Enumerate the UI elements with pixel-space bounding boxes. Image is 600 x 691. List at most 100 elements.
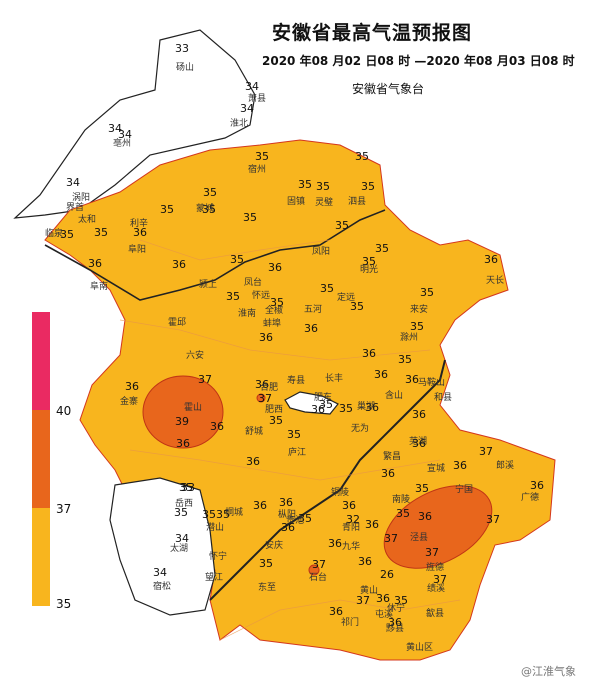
temp-value-north_outside: 34 bbox=[240, 102, 254, 115]
place-name-central: 定远 bbox=[337, 291, 355, 303]
place-name-north: 固镇 bbox=[287, 195, 305, 207]
north-outside-region bbox=[13, 29, 256, 219]
place-name-north: 阜南 bbox=[90, 280, 108, 292]
temp-value-central: 36 bbox=[255, 378, 269, 391]
temp-value-north_outside: 33 bbox=[175, 42, 189, 55]
hot-spot-hefei bbox=[256, 393, 266, 403]
place-name-south: 黄山 bbox=[360, 584, 378, 596]
watermark: @江淮气象 bbox=[521, 665, 576, 678]
temp-value-central: 36 bbox=[210, 420, 224, 433]
temp-value-north_outside: 34 bbox=[118, 128, 132, 141]
temp-value-north: 35 bbox=[202, 203, 216, 216]
temp-value-hotspot: 37 bbox=[425, 546, 439, 559]
temp-value-north: 35 bbox=[420, 286, 434, 299]
temp-value-south: 35 bbox=[179, 481, 193, 494]
place-name-south: 桐城 bbox=[225, 506, 243, 518]
temp-value-north: 36 bbox=[88, 257, 102, 270]
place-name-south: 宣城 bbox=[427, 462, 445, 474]
temp-value-north: 35 bbox=[362, 255, 376, 268]
temp-value-north: 35 bbox=[230, 253, 244, 266]
place-name-north: 怀远 bbox=[252, 289, 270, 301]
place-name-south: 安庆 bbox=[265, 539, 283, 551]
place-name-south: 歙县 bbox=[426, 607, 444, 619]
temp-value-south: 36 bbox=[418, 510, 432, 523]
temp-value-south: 35 bbox=[298, 512, 312, 525]
place-name-central: 无为 bbox=[351, 422, 369, 434]
temp-value-south: 36 bbox=[388, 616, 402, 629]
temp-value-north_outside: 34 bbox=[66, 176, 80, 189]
place-name-south: 宁国 bbox=[455, 483, 473, 495]
temp-value-south: 37 bbox=[356, 594, 370, 607]
temp-value-central: 35 bbox=[287, 428, 301, 441]
temp-value-central: 36 bbox=[246, 455, 260, 468]
temp-value-central: 35 bbox=[339, 402, 353, 415]
temp-value-north: 35 bbox=[270, 296, 284, 309]
place-name-south: 休宁 bbox=[387, 602, 405, 614]
map-agency: 安徽省气象台 bbox=[352, 82, 425, 96]
temp-value-south: 37 bbox=[312, 558, 326, 571]
place-name-south: 怀宁 bbox=[209, 550, 227, 562]
place-name-north: 涡阳 bbox=[72, 192, 90, 203]
hot-spot-shitai bbox=[308, 564, 320, 576]
place-name-south: 宿松 bbox=[153, 580, 171, 592]
place-name-north: 淮北 bbox=[230, 118, 248, 129]
temp-value-south: 36 bbox=[253, 499, 267, 512]
temp-value-north: 35 bbox=[160, 203, 174, 216]
temp-value-central: 36 bbox=[311, 403, 325, 416]
temp-value-central: 35 bbox=[319, 398, 333, 411]
place-name-central: 来安 bbox=[410, 303, 428, 315]
temp-value-central: 36 bbox=[259, 331, 273, 344]
hot-zone-southeast bbox=[383, 485, 493, 569]
temp-value-north: 35 bbox=[203, 186, 217, 199]
temp-value-north: 35 bbox=[243, 211, 257, 224]
temp-value-south: 35 bbox=[202, 508, 216, 521]
temp-value-north: 35 bbox=[298, 178, 312, 191]
place-name-south: 黟县 bbox=[386, 623, 404, 634]
place-name-south: 南陵 bbox=[392, 493, 410, 505]
temp-value-south: 35 bbox=[394, 594, 408, 607]
temp-value-north_outside: 34 bbox=[108, 122, 122, 135]
place-name-central: 全椒 bbox=[265, 304, 283, 316]
place-name-north: 临泉 bbox=[45, 227, 63, 239]
temp-value-south: 35 bbox=[259, 557, 273, 570]
temp-value-hotspot: 39 bbox=[175, 415, 189, 428]
legend-swatch-40 bbox=[32, 312, 50, 410]
place-name-central: 含山 bbox=[385, 389, 403, 401]
place-name-central: 肥东 bbox=[314, 391, 332, 403]
temp-value-southwest_outside: 34 bbox=[175, 532, 189, 545]
place-name-north: 明光 bbox=[360, 263, 378, 275]
place-name-south: 石台 bbox=[309, 571, 327, 583]
temp-value-south: 36 bbox=[530, 479, 544, 492]
temp-value-south: 35 bbox=[174, 506, 188, 519]
temp-value-north: 35 bbox=[335, 219, 349, 232]
place-name-central: 霍山 bbox=[184, 402, 202, 413]
boundaries bbox=[119, 239, 461, 641]
temp-value-north: 36 bbox=[484, 253, 498, 266]
place-name-south: 屯溪 bbox=[375, 608, 393, 620]
place-name-south: 贵池 bbox=[286, 514, 304, 526]
place-name-south: 潜山 bbox=[206, 521, 224, 533]
temp-value-south: 32 bbox=[346, 513, 360, 526]
place-name-north: 蚌埠 bbox=[263, 317, 281, 329]
place-name-south: 广德 bbox=[521, 491, 539, 503]
legend-label-35: 35 bbox=[56, 597, 72, 611]
place-name-north: 利辛 bbox=[130, 217, 148, 229]
legend-label-40: 40 bbox=[56, 404, 72, 418]
temp-value-hotspot: 37 bbox=[384, 532, 398, 545]
place-name-north: 灵璧 bbox=[315, 196, 333, 208]
hot-zone-west bbox=[142, 375, 224, 449]
place-name-south: 郎溪 bbox=[496, 459, 514, 471]
temp-value-south: 36 bbox=[329, 605, 343, 618]
place-name-north: 太和 bbox=[78, 213, 96, 225]
place-name-south: 芜湖 bbox=[409, 435, 427, 447]
place-name-south: 望江 bbox=[205, 571, 223, 583]
temp-value-north: 35 bbox=[60, 228, 74, 241]
place-name-central: 庐江 bbox=[288, 446, 306, 458]
place-name-south: 绩溪 bbox=[427, 582, 445, 594]
temp-value-central: 36 bbox=[374, 368, 388, 381]
color-legend bbox=[32, 312, 50, 606]
temp-value-north: 36 bbox=[304, 322, 318, 335]
place-name-south: 铜陵 bbox=[331, 486, 349, 498]
